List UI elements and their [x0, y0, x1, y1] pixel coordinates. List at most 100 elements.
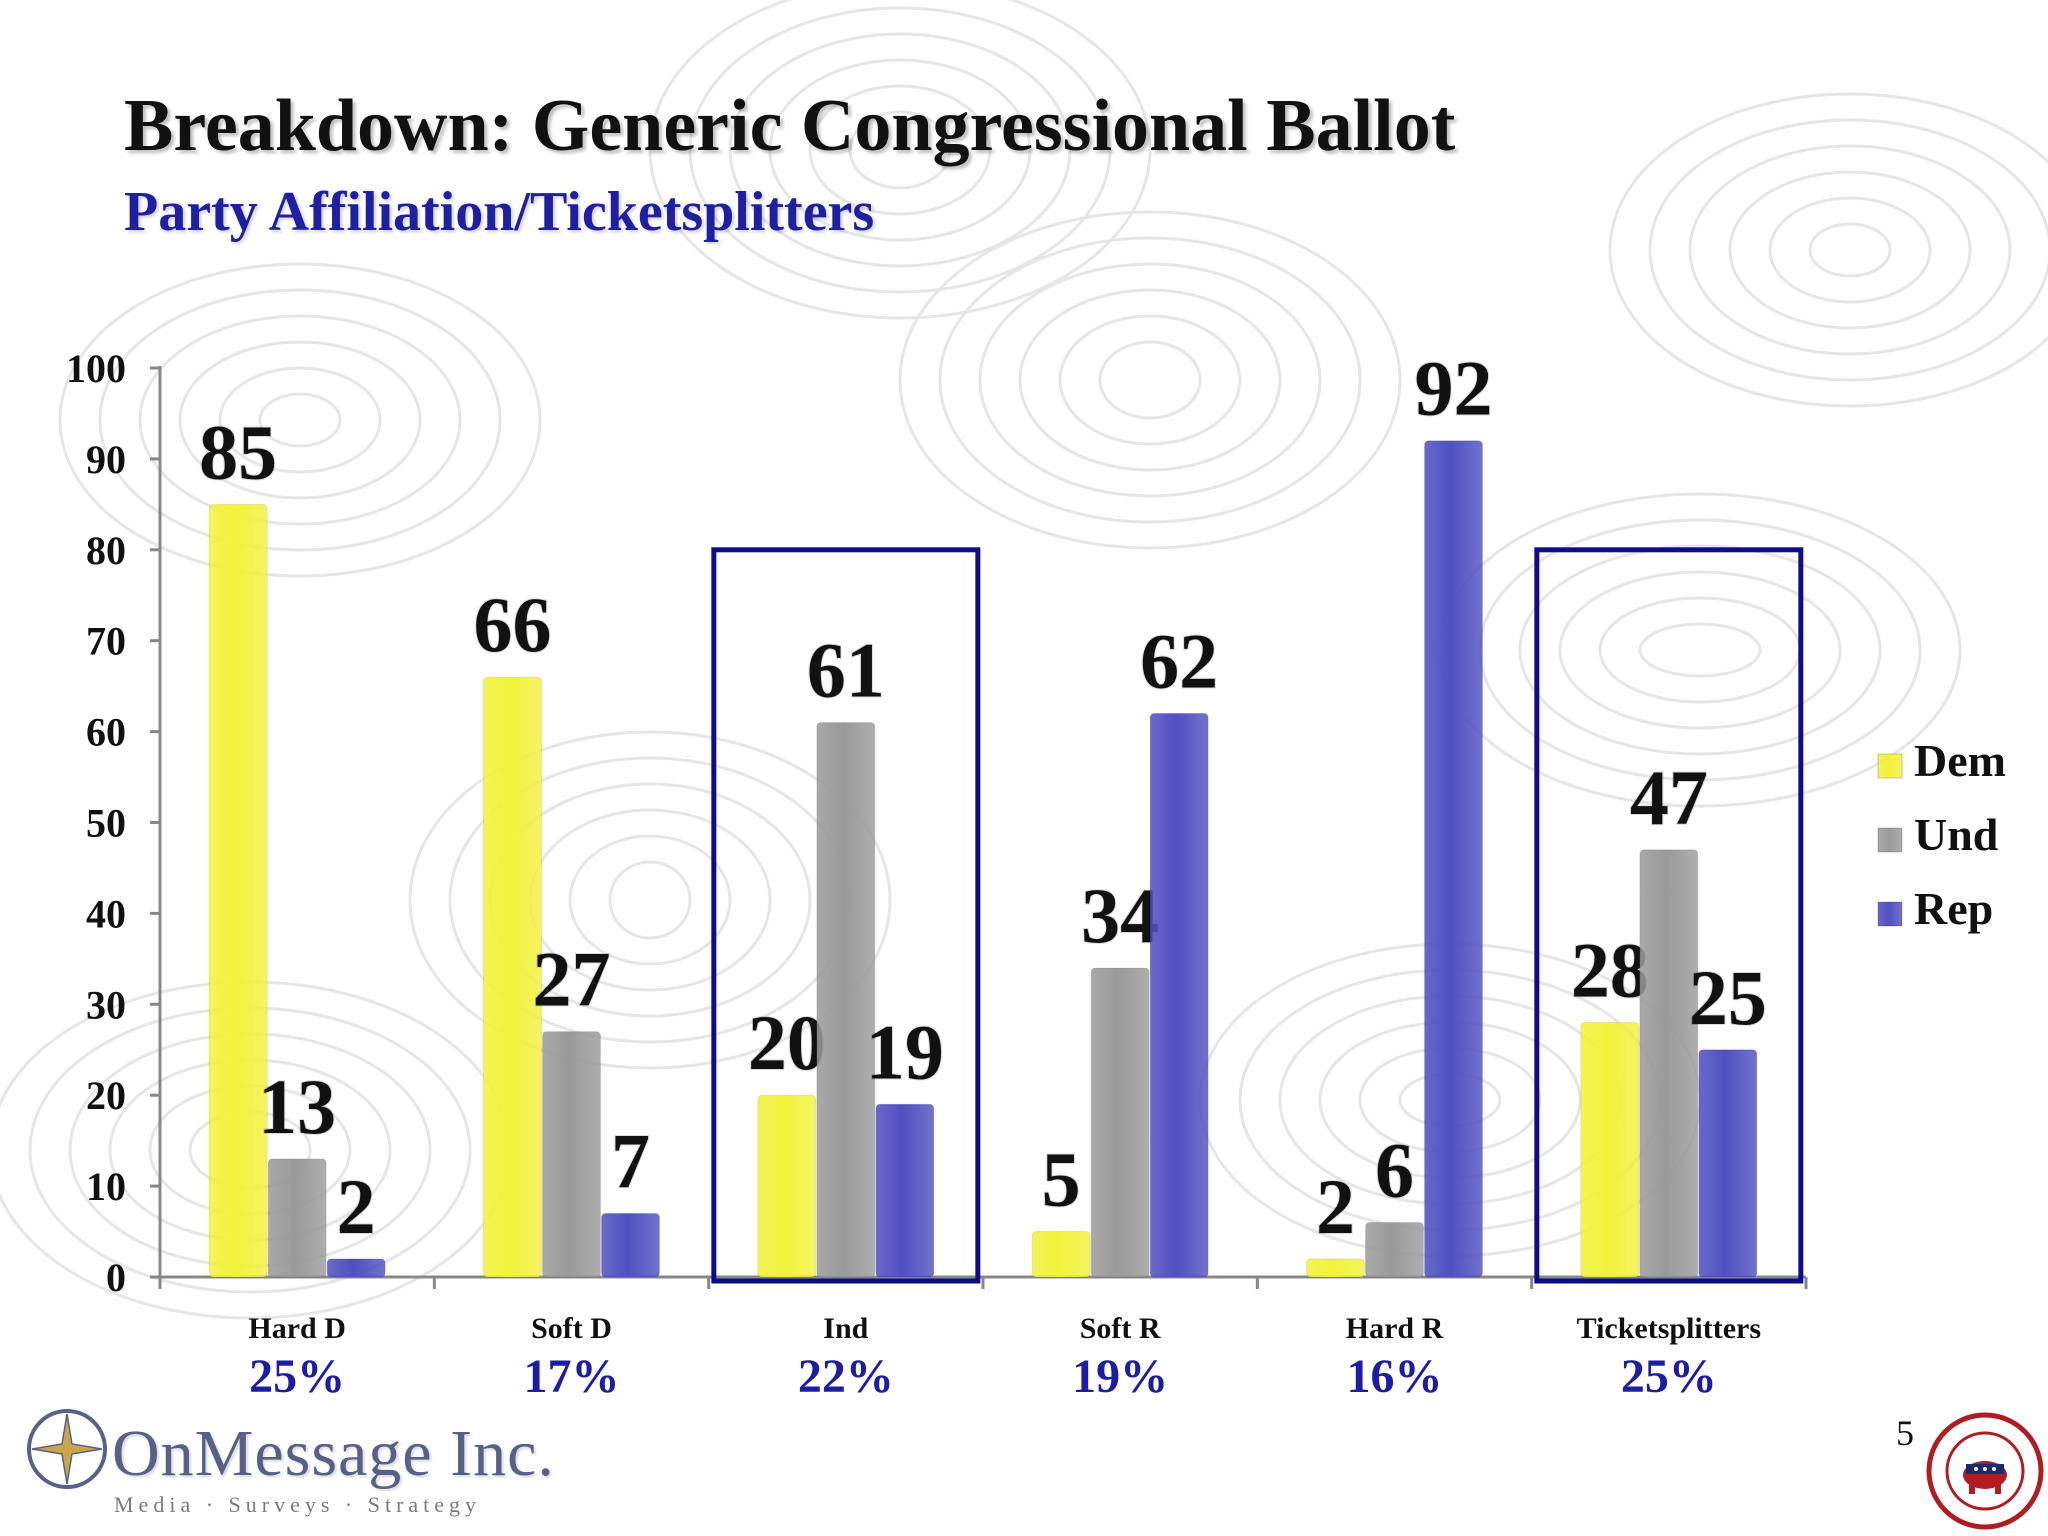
contour-line	[1768, 196, 1932, 304]
contour-line	[688, 6, 1112, 294]
contour-line	[568, 834, 732, 966]
onmessage-logo: OnMessage Inc. Media · Surveys · Strateg…	[22, 1398, 554, 1528]
y-tick-label: 40	[86, 891, 126, 936]
data-label: 27	[533, 936, 611, 1023]
y-tick-label: 100	[66, 346, 126, 391]
contour-line	[938, 236, 1362, 524]
x-tick-label: Ind	[823, 1312, 868, 1345]
bar-dem	[483, 676, 542, 1278]
category-share-label: 19%	[1072, 1350, 1168, 1403]
data-label: 62	[1140, 617, 1218, 704]
data-label: 6	[1375, 1126, 1414, 1213]
logo-name: OnMessage Inc.	[112, 1417, 555, 1490]
bar-dem	[757, 1094, 817, 1278]
contour-line	[768, 58, 1032, 242]
bar-dem	[1031, 1231, 1091, 1278]
page-number: 5	[1896, 1413, 1914, 1453]
y-tick-label: 0	[106, 1255, 126, 1300]
contour-line	[1058, 314, 1242, 446]
x-tick-label: Hard D	[248, 1312, 346, 1345]
contour-line	[1688, 144, 2012, 356]
contour-line	[1608, 92, 2048, 408]
data-label: 66	[474, 581, 552, 668]
legend-label: Und	[1914, 809, 1999, 860]
y-tick-label: 90	[86, 437, 126, 482]
bar-rep	[601, 1212, 660, 1278]
contour-line	[848, 110, 952, 190]
data-label: 5	[1042, 1136, 1081, 1223]
y-tick-label: 60	[86, 710, 126, 755]
contour-line	[1648, 118, 2048, 382]
data-label: 85	[199, 408, 277, 495]
category-share-label: 25%	[249, 1350, 345, 1403]
contour-line	[408, 730, 892, 1070]
data-label: 92	[1415, 345, 1493, 432]
bar-und	[816, 722, 876, 1278]
category-share-label: 17%	[524, 1350, 620, 1403]
bar-und	[1639, 849, 1699, 1278]
contour-line	[1518, 544, 1882, 756]
data-label: 61	[807, 627, 885, 714]
data-label: 25	[1689, 954, 1767, 1041]
category-share-label: 16%	[1347, 1350, 1443, 1403]
contour-line	[1638, 622, 1762, 678]
slide-subtitle: Party Affiliation/Ticketsplitters	[124, 181, 875, 243]
legend-swatch-dem	[1877, 753, 1903, 779]
data-label: 28	[1571, 926, 1649, 1013]
bar-und	[542, 1031, 601, 1278]
contour-line	[218, 366, 382, 474]
y-tick-label: 10	[86, 1164, 126, 1209]
data-label: 2	[1316, 1163, 1355, 1250]
y-tick-label: 50	[86, 801, 126, 846]
data-label: 19	[866, 1008, 944, 1095]
bar-rep	[1698, 1049, 1758, 1278]
contour-line	[808, 84, 992, 216]
y-tick-label: 70	[86, 619, 126, 664]
bar-rep	[1149, 712, 1209, 1278]
x-tick-label: Hard R	[1346, 1312, 1444, 1345]
contour-line	[138, 314, 462, 526]
x-tick-label: Soft R	[1080, 1312, 1161, 1345]
y-tick-label: 80	[86, 528, 126, 573]
highlight-box	[1534, 547, 1804, 1284]
rnc-seal-icon	[1926, 1412, 2044, 1530]
legend-swatch-rep	[1877, 901, 1903, 927]
contour-line	[98, 288, 502, 552]
bar-und	[1090, 967, 1150, 1278]
bar-und	[267, 1158, 327, 1278]
contour-line	[1098, 340, 1202, 420]
x-tick-label: Soft D	[531, 1312, 612, 1345]
contour-line	[1728, 170, 1972, 330]
y-tick-label: 30	[86, 982, 126, 1027]
logo-tagline: Media · Surveys · Strategy	[114, 1492, 482, 1517]
bar-dem	[1580, 1021, 1640, 1278]
bar-rep	[1424, 440, 1483, 1278]
slide-title: Breakdown: Generic Congressional Ballot	[124, 85, 1456, 167]
contour-line	[978, 262, 1322, 498]
contour-line	[648, 0, 1152, 320]
legend-label: Dem	[1914, 735, 2006, 786]
y-tick-label: 20	[86, 1073, 126, 1118]
highlight-box	[711, 547, 981, 1284]
legend-label: Rep	[1914, 883, 1993, 934]
data-label: 13	[258, 1063, 336, 1150]
bar-rep	[326, 1258, 386, 1278]
data-label: 34	[1081, 872, 1159, 959]
bar-und	[1365, 1221, 1424, 1278]
bar-rep	[875, 1103, 935, 1278]
compass-star-icon	[27, 1409, 107, 1489]
contour-line	[1558, 570, 1842, 730]
contour-line	[1018, 288, 1282, 472]
data-label: 7	[611, 1117, 650, 1204]
data-label: 20	[748, 999, 826, 1086]
x-tick-label: Ticketsplitters	[1577, 1312, 1761, 1345]
category-share-label: 22%	[798, 1350, 894, 1403]
contour-line	[728, 32, 1072, 268]
contour-line	[1808, 222, 1892, 278]
contour-line	[898, 210, 1402, 550]
bar-dem	[208, 503, 268, 1278]
data-label: 2	[337, 1163, 376, 1250]
category-share-label: 25%	[1621, 1350, 1717, 1403]
